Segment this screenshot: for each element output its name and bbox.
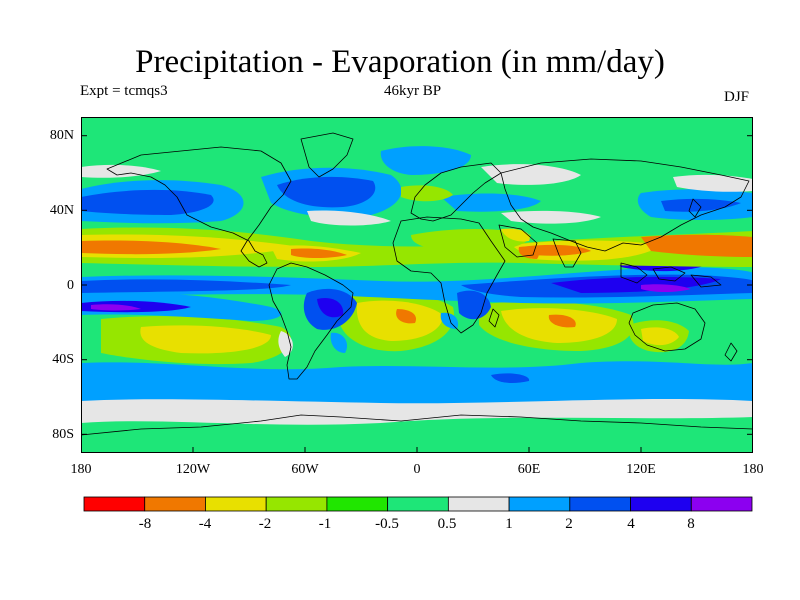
coast-madagascar — [488, 308, 500, 328]
colorbar-swatch — [144, 496, 206, 512]
colorbar-label: 8 — [687, 516, 695, 532]
colorbar-swatch — [387, 496, 449, 512]
coast-antarctica — [81, 414, 753, 436]
lat-label-80s: 80S — [52, 427, 74, 442]
colorbar-label: -8 — [138, 516, 152, 532]
coast-india — [552, 238, 582, 268]
colorbar-swatch — [508, 496, 571, 512]
colorbar-label: -2 — [258, 516, 272, 532]
season-label: DJF — [724, 89, 750, 105]
colorbar-swatch — [447, 496, 510, 512]
colorbar-label: 2 — [565, 516, 573, 532]
colorbar-swatch — [690, 496, 753, 512]
colorbar-label: -0.5 — [375, 516, 399, 532]
coast-north-america — [106, 146, 292, 268]
colorbar-label: -4 — [198, 516, 212, 532]
lon-label-60e: 60E — [517, 462, 541, 477]
lon-label-180-west: 180 — [70, 462, 92, 477]
lat-label-80n: 80N — [49, 128, 74, 143]
lon-label-120w: 120W — [175, 462, 211, 477]
field-southern-grey-band — [81, 394, 753, 425]
lon-label-120e: 120E — [626, 462, 656, 477]
colorbar-swatch — [569, 496, 631, 512]
coast-greenland — [300, 132, 354, 178]
field-southern-blue-band — [81, 361, 753, 404]
precipitation-evaporation-map — [81, 117, 753, 453]
lat-label-0: 0 — [67, 278, 74, 293]
coastlines — [81, 132, 753, 436]
coast-asia — [500, 158, 750, 252]
coast-new-zealand — [724, 342, 738, 362]
colorbar-swatch — [83, 496, 146, 512]
colorbar-swatch — [265, 496, 328, 512]
lat-label-40s: 40S — [52, 352, 74, 367]
lon-label-180-east: 180 — [742, 462, 764, 477]
colorbar-label: 1 — [505, 516, 513, 532]
coast-south-america — [268, 262, 354, 380]
map-title: Precipitation - Evaporation (in mm/day) — [135, 44, 665, 80]
colorbar-swatch — [205, 496, 267, 512]
experiment-label: Expt = tcmqs3 — [80, 83, 168, 99]
coast-australia — [628, 302, 706, 352]
colorbar-label: 4 — [627, 516, 635, 532]
coast-africa — [392, 216, 506, 334]
lon-label-0: 0 — [413, 462, 421, 477]
tick-marks — [81, 135, 753, 453]
colorbar-label: 0.5 — [437, 516, 457, 532]
colorbar-label: -1 — [318, 516, 332, 532]
lat-label-40n: 40N — [49, 203, 74, 218]
coast-arabia — [498, 224, 538, 258]
colorbar-swatch — [326, 496, 389, 512]
coast-japan — [688, 198, 702, 218]
lon-label-60w: 60W — [291, 462, 319, 477]
coast-europe — [410, 162, 502, 222]
colorbar-swatch — [630, 496, 692, 512]
period-label: 46kyr BP — [384, 83, 442, 99]
coast-maritime-continent — [620, 262, 722, 288]
colorbar — [83, 496, 753, 512]
